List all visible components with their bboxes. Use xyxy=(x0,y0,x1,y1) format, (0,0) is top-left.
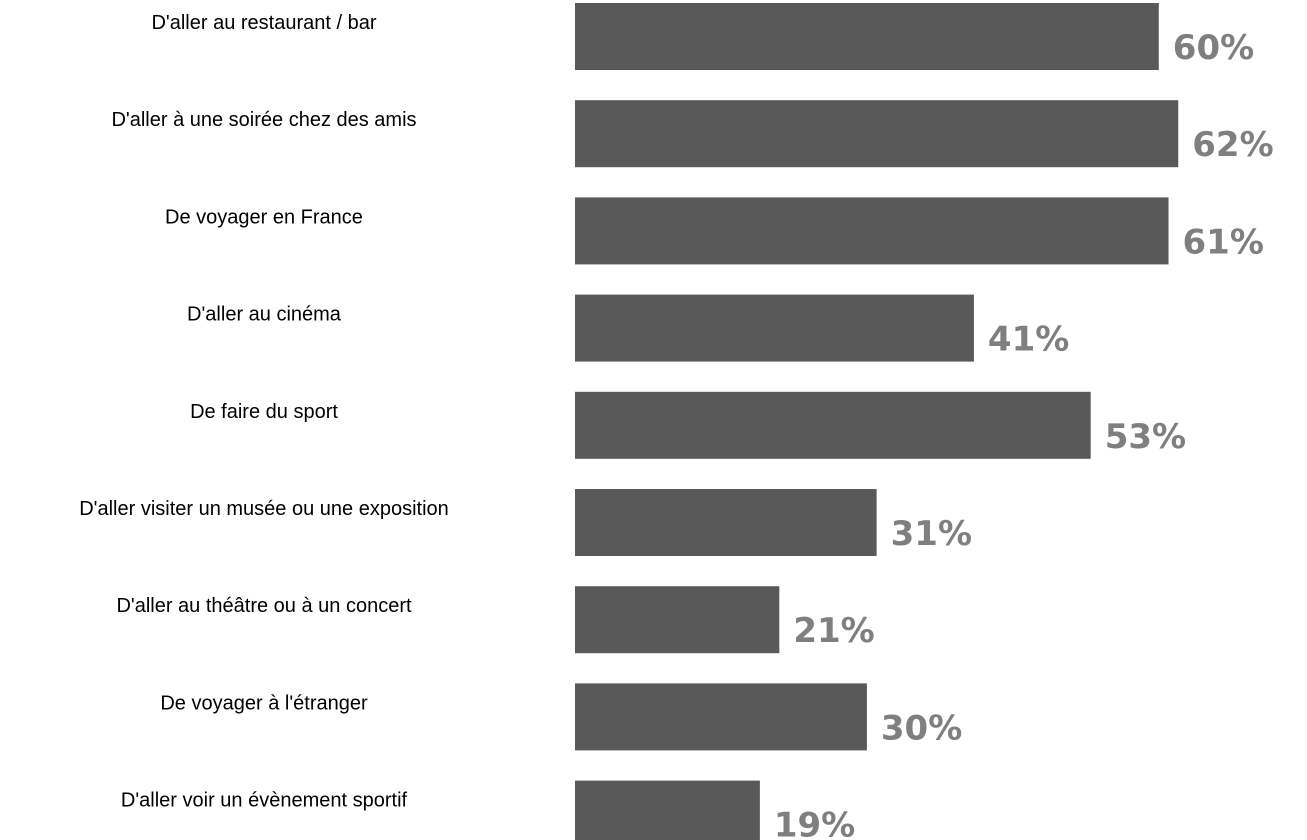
bar xyxy=(575,100,1179,168)
bar xyxy=(575,391,1091,459)
bar xyxy=(575,3,1159,70)
value-label: 19% xyxy=(774,806,855,840)
category-label: De voyager à l'étranger xyxy=(160,692,368,714)
value-label: 61% xyxy=(1183,222,1264,262)
category-label: D'aller à une soirée chez des amis xyxy=(111,109,416,131)
bar xyxy=(575,683,867,751)
bar xyxy=(575,780,760,840)
bar xyxy=(575,586,780,654)
bar xyxy=(575,294,974,362)
category-label: De faire du sport xyxy=(190,401,338,423)
category-label: D'aller visiter un musée ou une expositi… xyxy=(79,498,449,520)
category-label: De voyager en France xyxy=(165,206,363,228)
bar xyxy=(575,489,877,556)
value-label: 30% xyxy=(881,708,962,748)
value-label: 60% xyxy=(1173,28,1254,68)
category-label: D'aller voir un évènement sportif xyxy=(121,790,408,812)
bar xyxy=(575,197,1169,265)
value-label: 53% xyxy=(1105,417,1186,457)
category-label: D'aller au théâtre ou à un concert xyxy=(116,595,412,617)
value-label: 21% xyxy=(793,611,874,651)
value-label: 31% xyxy=(891,514,972,554)
category-label: D'aller au cinéma xyxy=(187,304,342,326)
value-label: 41% xyxy=(988,320,1069,360)
value-label: 62% xyxy=(1192,125,1273,165)
category-label: D'aller au restaurant / bar xyxy=(151,12,376,34)
